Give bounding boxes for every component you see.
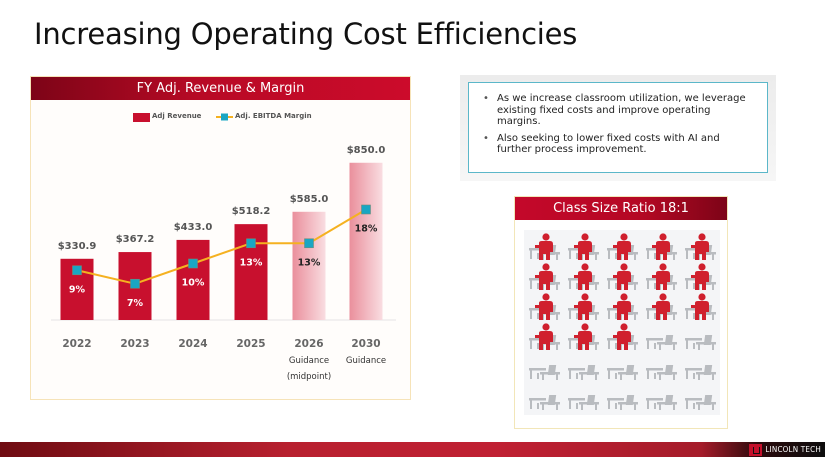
- empty-seat-icon: [682, 382, 721, 412]
- margin-line: [76, 208, 367, 285]
- x-tick-label: 2030: [351, 338, 380, 350]
- empty-seat-icon: [565, 352, 604, 382]
- chart-legend: Adj Revenue Adj. EBITDA Margin: [133, 112, 312, 122]
- empty-seat-icon: [643, 322, 682, 352]
- bullet-dot-icon: •: [483, 93, 489, 104]
- occupied-seat-icon: [526, 232, 565, 262]
- x-tick-sublabel: Guidance: [346, 356, 386, 366]
- margin-label: 13%: [240, 257, 263, 268]
- occupied-seat-icon: [565, 232, 604, 262]
- revenue-label: $850.0: [347, 145, 386, 156]
- revenue-label: $330.9: [58, 241, 97, 252]
- revenue-bar: [349, 162, 383, 320]
- occupied-seat-icon: [682, 292, 721, 322]
- margin-label: 13%: [298, 257, 321, 268]
- slide-title: Increasing Operating Cost Efficiencies: [34, 17, 578, 51]
- bullet-item: • Also seeking to lower fixed costs with …: [483, 133, 757, 156]
- key-points-list: • As we increase classroom utilization, w…: [483, 93, 757, 156]
- x-tick-label: 2026: [294, 338, 323, 350]
- bullet-text: Also seeking to lower fixed costs with A…: [497, 132, 720, 156]
- revenue-bar: [292, 211, 326, 320]
- margin-marker: [188, 258, 198, 269]
- empty-seat-icon: [643, 352, 682, 382]
- empty-seat-icon: [526, 382, 565, 412]
- margin-marker: [72, 265, 82, 276]
- empty-seat-icon: [604, 352, 643, 382]
- revenue-label: $367.2: [116, 234, 155, 245]
- revenue-bar: [176, 239, 210, 320]
- x-tick-label: 2025: [236, 338, 265, 350]
- empty-seat-icon: [604, 382, 643, 412]
- bullet-text: As we increase classroom utilization, we…: [497, 93, 746, 127]
- bullet-item: • As we increase classroom utilization, w…: [483, 93, 757, 128]
- margin-marker: [130, 278, 140, 289]
- logo-text: LINCOLN TECH: [765, 445, 821, 454]
- empty-seat-icon: [682, 352, 721, 382]
- logo-mark-icon: [749, 443, 763, 456]
- occupied-seat-icon: [643, 292, 682, 322]
- revenue-margin-chart-panel: Adj Revenue Adj. EBITDA Margin $330.9 2022 $…: [30, 76, 411, 400]
- occupied-seat-icon: [604, 262, 643, 292]
- x-tick-label: 2023: [120, 338, 149, 350]
- occupied-seat-icon: [604, 232, 643, 262]
- legend-swatch-revenue: [133, 113, 150, 122]
- x-tick-sublabel: Guidance: [289, 356, 329, 366]
- chart-header: FY Adj. Revenue & Margin: [31, 77, 410, 100]
- margin-label: 10%: [182, 278, 205, 289]
- occupied-seat-icon: [643, 232, 682, 262]
- empty-seat-icon: [682, 322, 721, 352]
- occupied-seat-icon: [643, 262, 682, 292]
- empty-seat-icon: [643, 382, 682, 412]
- class-size-panel: Class Size Ratio 18:1: [514, 196, 728, 429]
- bullet-dot-icon: •: [483, 132, 489, 144]
- key-points-callout: • As we increase classroom utilization, w…: [460, 75, 776, 181]
- lincoln-tech-logo: LINCOLN TECH: [749, 443, 821, 456]
- margin-marker: [361, 204, 371, 215]
- margin-marker: [304, 238, 314, 249]
- x-tick-label: 2024: [178, 338, 207, 350]
- revenue-label: $585.0: [290, 194, 329, 205]
- key-points-box: • As we increase classroom utilization, w…: [468, 82, 768, 173]
- revenue-label: $518.2: [232, 206, 271, 217]
- class-size-header: Class Size Ratio 18:1: [515, 197, 727, 220]
- occupied-seat-icon: [565, 262, 604, 292]
- occupied-seat-icon: [565, 292, 604, 322]
- margin-marker: [246, 238, 256, 249]
- revenue-label: $433.0: [174, 222, 213, 233]
- x-tick-label: 2022: [62, 338, 91, 350]
- margin-label: 9%: [69, 284, 86, 295]
- occupied-seat-icon: [526, 262, 565, 292]
- revenue-margin-chart: Adj Revenue Adj. EBITDA Margin $330.9 2022 $…: [51, 112, 396, 382]
- occupied-seat-icon: [565, 322, 604, 352]
- legend-label-revenue: Adj Revenue: [152, 112, 202, 120]
- occupied-seat-icon: [682, 232, 721, 262]
- occupied-seat-icon: [604, 322, 643, 352]
- occupied-seat-icon: [604, 292, 643, 322]
- footer-bar: [0, 442, 825, 457]
- empty-seat-icon: [526, 352, 565, 382]
- occupied-seat-icon: [526, 292, 565, 322]
- margin-label: 18%: [355, 224, 378, 235]
- seat-grid: [524, 230, 720, 415]
- occupied-seat-icon: [682, 262, 721, 292]
- empty-seat-icon: [565, 382, 604, 412]
- x-tick-sublabel: (midpoint): [287, 372, 331, 382]
- margin-label: 7%: [127, 298, 144, 309]
- occupied-seat-icon: [526, 322, 565, 352]
- legend-label-margin: Adj. EBITDA Margin: [235, 112, 312, 120]
- legend-marker-margin: [221, 113, 228, 121]
